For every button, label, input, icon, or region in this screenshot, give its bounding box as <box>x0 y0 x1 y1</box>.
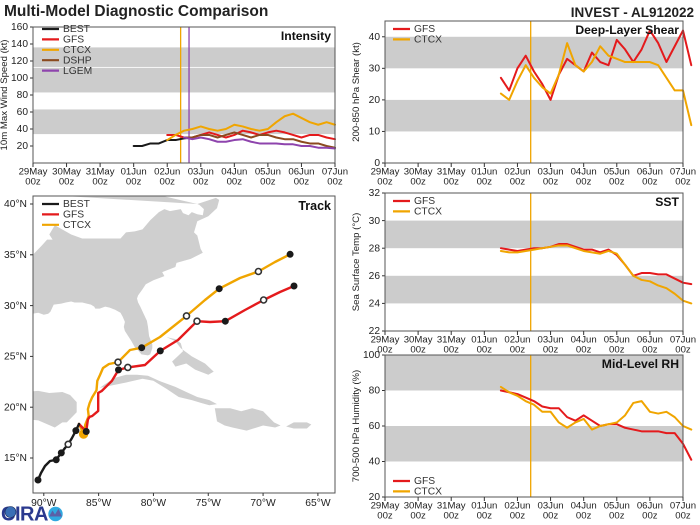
svg-text:00z: 00z <box>609 177 625 188</box>
svg-text:GFS: GFS <box>63 35 84 46</box>
svg-text:00z: 00z <box>193 177 209 188</box>
svg-text:Intensity: Intensity <box>281 29 331 43</box>
svg-text:100: 100 <box>11 73 28 84</box>
svg-text:00z: 00z <box>59 177 75 188</box>
svg-text:00z: 00z <box>92 177 108 188</box>
svg-text:00z: 00z <box>294 177 310 188</box>
svg-text:200-850 hPa Shear (kt): 200-850 hPa Shear (kt) <box>351 42 362 142</box>
svg-text:160: 160 <box>11 22 28 33</box>
svg-text:00z: 00z <box>477 177 493 188</box>
svg-text:40°N: 40°N <box>4 199 27 210</box>
svg-text:30°N: 30°N <box>4 301 27 312</box>
svg-text:00z: 00z <box>642 177 658 188</box>
svg-text:00z: 00z <box>510 177 526 188</box>
svg-text:32: 32 <box>369 188 381 199</box>
svg-text:00z: 00z <box>410 511 426 522</box>
svg-text:Deep-Layer Shear: Deep-Layer Shear <box>575 23 679 37</box>
svg-text:00z: 00z <box>443 345 459 356</box>
svg-text:60: 60 <box>17 107 29 118</box>
svg-text:120: 120 <box>11 56 28 67</box>
svg-text:65°W: 65°W <box>305 498 331 509</box>
svg-text:00z: 00z <box>377 511 393 522</box>
svg-text:DSHP: DSHP <box>63 55 92 66</box>
svg-text:00z: 00z <box>642 511 658 522</box>
svg-text:20: 20 <box>17 141 29 152</box>
svg-text:25°N: 25°N <box>4 352 27 363</box>
svg-text:GFS: GFS <box>414 196 435 207</box>
svg-text:00z: 00z <box>410 177 426 188</box>
svg-text:20: 20 <box>369 95 381 106</box>
svg-text:30: 30 <box>369 216 381 227</box>
svg-text:GFS: GFS <box>414 24 435 35</box>
svg-text:70°W: 70°W <box>250 498 276 509</box>
svg-text:75°W: 75°W <box>196 498 222 509</box>
svg-text:GFS: GFS <box>63 210 84 221</box>
svg-text:40: 40 <box>17 124 29 135</box>
svg-text:00z: 00z <box>675 345 691 356</box>
svg-text:Track: Track <box>298 199 331 213</box>
svg-text:80°W: 80°W <box>141 498 167 509</box>
svg-text:CTCX: CTCX <box>414 207 442 218</box>
svg-text:00z: 00z <box>675 177 691 188</box>
svg-text:00z: 00z <box>227 177 243 188</box>
svg-text:15°N: 15°N <box>4 453 27 464</box>
svg-text:00z: 00z <box>576 177 592 188</box>
svg-text:00z: 00z <box>510 345 526 356</box>
svg-text:00z: 00z <box>443 511 459 522</box>
svg-text:100: 100 <box>363 350 380 361</box>
svg-text:140: 140 <box>11 39 28 50</box>
svg-text:00z: 00z <box>327 177 343 188</box>
svg-text:BEST: BEST <box>63 24 91 35</box>
svg-text:24: 24 <box>369 299 381 310</box>
svg-text:CTCX: CTCX <box>63 45 91 56</box>
svg-text:SST: SST <box>655 195 679 209</box>
svg-text:00z: 00z <box>675 511 691 522</box>
svg-text:00z: 00z <box>260 177 276 188</box>
svg-text:GFS: GFS <box>414 476 435 487</box>
svg-text:00z: 00z <box>410 345 426 356</box>
svg-text:00z: 00z <box>159 177 175 188</box>
svg-text:40: 40 <box>369 32 381 43</box>
svg-text:80: 80 <box>369 386 381 397</box>
svg-text:10: 10 <box>369 127 381 138</box>
svg-text:00z: 00z <box>642 345 658 356</box>
svg-text:00z: 00z <box>576 511 592 522</box>
svg-text:20°N: 20°N <box>4 402 27 413</box>
svg-text:10m Max Wind Speed (kt): 10m Max Wind Speed (kt) <box>0 40 10 151</box>
svg-text:00z: 00z <box>543 511 559 522</box>
svg-text:28: 28 <box>369 243 381 254</box>
svg-text:00z: 00z <box>377 177 393 188</box>
svg-text:00z: 00z <box>477 511 493 522</box>
svg-text:60: 60 <box>369 421 381 432</box>
svg-text:00z: 00z <box>576 345 592 356</box>
svg-text:00z: 00z <box>25 177 41 188</box>
svg-text:00z: 00z <box>443 177 459 188</box>
svg-text:LGEM: LGEM <box>63 66 92 77</box>
svg-text:80: 80 <box>17 90 29 101</box>
svg-text:30: 30 <box>369 64 381 75</box>
svg-text:CTCX: CTCX <box>63 220 91 231</box>
svg-text:00z: 00z <box>609 511 625 522</box>
svg-text:00z: 00z <box>477 345 493 356</box>
svg-text:700-500 hPa Humidity (%): 700-500 hPa Humidity (%) <box>351 370 362 483</box>
svg-text:00z: 00z <box>510 511 526 522</box>
svg-text:Sea Surface Temp (°C): Sea Surface Temp (°C) <box>351 213 362 312</box>
svg-text:00z: 00z <box>543 177 559 188</box>
svg-text:26: 26 <box>369 271 381 282</box>
svg-text:35°N: 35°N <box>4 250 27 261</box>
svg-text:CTCX: CTCX <box>414 35 442 46</box>
svg-text:CTCX: CTCX <box>414 487 442 498</box>
svg-text:40: 40 <box>369 457 381 468</box>
svg-text:00z: 00z <box>126 177 142 188</box>
svg-text:00z: 00z <box>609 345 625 356</box>
svg-text:Mid-Level RH: Mid-Level RH <box>602 357 679 371</box>
svg-text:00z: 00z <box>543 345 559 356</box>
svg-text:85°W: 85°W <box>86 498 112 509</box>
svg-text:BEST: BEST <box>63 199 91 210</box>
